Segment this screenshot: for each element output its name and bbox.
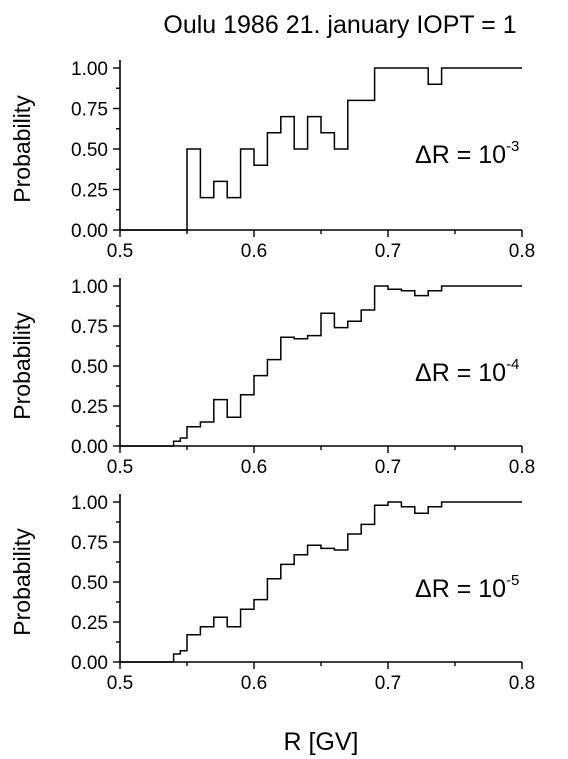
- y-axis-label: Probability: [9, 528, 35, 636]
- step-series: [120, 501, 522, 663]
- y-tick-label: 0.75: [71, 100, 108, 121]
- delta-r-exponent: -4: [506, 356, 519, 373]
- x-tick-label: 0.7: [375, 673, 401, 694]
- panel-1: 0.00 0.25 0.50 0.75 1.00 0.5 0.6 0.7 0.8 Probabil…: [9, 59, 535, 262]
- y-tick-label: 0.75: [71, 533, 108, 554]
- x-tick-label: 0.8: [509, 241, 535, 262]
- y-tick-label: 0.25: [71, 397, 108, 418]
- y-tick-label: 0.25: [71, 613, 108, 634]
- y-tick-label: 0.25: [71, 181, 108, 202]
- panel-2: 0.00 0.25 0.50 0.75 1.00 0.5 0.6 0.7 0.8 Probabil…: [9, 277, 535, 478]
- y-tick-label: 0.50: [71, 357, 108, 378]
- x-tick-label: 0.7: [375, 241, 401, 262]
- delta-r-annotation: ΔR = 10-4: [415, 356, 519, 387]
- x-tick-label: 0.8: [509, 457, 535, 478]
- y-axis-label: Probability: [9, 95, 35, 203]
- delta-r-exponent: -3: [506, 138, 519, 155]
- y-tick-label: 1.00: [71, 493, 108, 514]
- x-tick-label: 0.5: [107, 457, 133, 478]
- step-series: [120, 67, 522, 231]
- y-tick-label: 0.50: [71, 140, 108, 161]
- x-tick-label: 0.6: [241, 457, 267, 478]
- y-tick-label: 0.75: [71, 317, 108, 338]
- y-tick-label: 0.00: [71, 221, 108, 242]
- panels: 0.00 0.25 0.50 0.75 1.00 0.5 0.6 0.7 0.8 Probabil…: [9, 59, 535, 694]
- y-tick-label: 1.00: [71, 277, 108, 298]
- y-tick-label: 0.00: [71, 437, 108, 458]
- y-tick-label: 0.50: [71, 573, 108, 594]
- x-tick-label: 0.5: [107, 673, 133, 694]
- delta-r-annotation: ΔR = 10-5: [415, 572, 519, 603]
- x-axis-label: R [GV]: [283, 728, 358, 756]
- x-tick-label: 0.8: [509, 673, 535, 694]
- y-tick-label: 1.00: [71, 59, 108, 80]
- delta-r-annotation: ΔR = 10-3: [415, 138, 519, 169]
- x-tick-label: 0.6: [241, 241, 267, 262]
- panel-3: 0.00 0.25 0.50 0.75 1.00 0.5 0.6 0.7 0.8 Probabil…: [9, 493, 535, 694]
- figure-title: Oulu 1986 21. january IOPT = 1: [163, 11, 516, 39]
- x-tick-label: 0.5: [107, 241, 133, 262]
- y-tick-label: 0.00: [71, 653, 108, 674]
- y-axis-label: Probability: [9, 312, 35, 420]
- x-tick-label: 0.6: [241, 673, 267, 694]
- delta-r-exponent: -5: [506, 572, 519, 589]
- step-series: [120, 285, 522, 447]
- x-tick-label: 0.7: [375, 457, 401, 478]
